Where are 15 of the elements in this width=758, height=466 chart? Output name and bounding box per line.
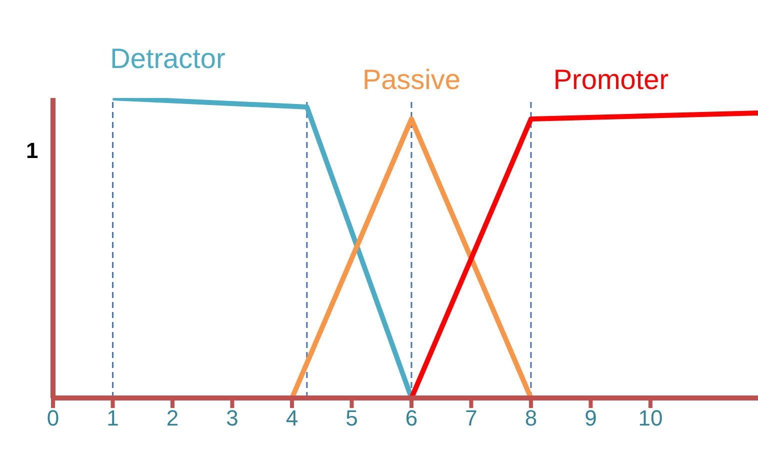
x-tick-label: 1 xyxy=(106,406,119,431)
x-tick-label: 10 xyxy=(638,406,663,431)
series-label: Passive xyxy=(362,64,460,95)
series-label: Promoter xyxy=(553,64,669,95)
x-tick-label: 4 xyxy=(286,406,298,431)
x-tick-label: 5 xyxy=(346,406,358,431)
x-tick-label: 6 xyxy=(405,406,418,431)
x-tick-label: 0 xyxy=(46,406,60,431)
text: 1 xyxy=(26,138,38,163)
x-tick-label: 8 xyxy=(524,406,538,431)
x-tick-label: 9 xyxy=(584,406,597,431)
x-tick-label: 3 xyxy=(226,406,238,431)
series-label: Detractor xyxy=(110,43,226,74)
x-tick-label: 2 xyxy=(166,406,179,431)
x-tick-label: 7 xyxy=(465,406,478,431)
